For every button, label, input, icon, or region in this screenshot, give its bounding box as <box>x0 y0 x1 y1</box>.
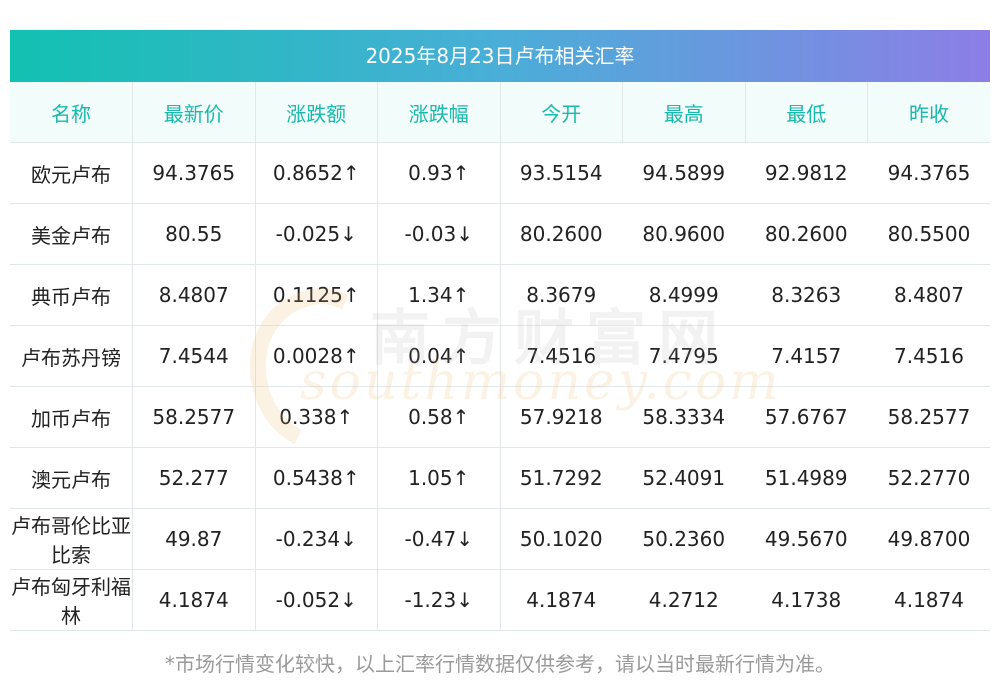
cell-low: 80.2600 <box>744 203 868 265</box>
cell-prev: 52.2770 <box>867 447 990 509</box>
cell-pct: 0.04↑ <box>377 325 500 387</box>
table-row: 典币卢布 8.4807 0.1125↑ 1.34↑ 8.3679 8.4999 8.3263… <box>10 264 990 326</box>
cell-low: 49.5670 <box>744 508 868 570</box>
cell-last: 52.277 <box>132 447 255 509</box>
cell-last: 58.2577 <box>132 386 255 448</box>
table-row: 澳元卢布 52.277 0.5438↑ 1.05↑ 51.7292 52.4091 51.4… <box>10 447 990 509</box>
table-header-row: 名称 最新价 涨跌额 涨跌幅 今开 最高 最低 昨收 <box>10 82 990 143</box>
cell-prev: 8.4807 <box>867 264 990 326</box>
table-row: 卢布匈牙利福林 4.1874 -0.052↓ -1.23↓ 4.1874 4.2712 4.… <box>10 569 990 631</box>
cell-change: 0.8652↑ <box>254 142 378 204</box>
cell-pct: 0.93↑ <box>377 142 500 204</box>
cell-last: 94.3765 <box>132 142 255 204</box>
header-open: 今开 <box>499 82 623 143</box>
cell-open: 4.1874 <box>499 569 623 631</box>
cell-pct: -1.23↓ <box>377 569 500 631</box>
cell-last: 80.55 <box>132 203 255 265</box>
cell-change: 0.5438↑ <box>254 447 378 509</box>
table-row: 美金卢布 80.55 -0.025↓ -0.03↓ 80.2600 80.9600 80.2… <box>10 203 990 265</box>
cell-prev: 80.5500 <box>867 203 990 265</box>
cell-high: 58.3334 <box>622 386 745 448</box>
cell-prev: 94.3765 <box>867 142 990 204</box>
cell-name: 卢布匈牙利福林 <box>10 569 133 631</box>
cell-high: 7.4795 <box>622 325 745 387</box>
cell-open: 57.9218 <box>499 386 623 448</box>
cell-name: 卢布苏丹镑 <box>10 325 133 387</box>
cell-name: 美金卢布 <box>10 203 133 265</box>
header-last: 最新价 <box>132 82 255 143</box>
cell-name: 欧元卢布 <box>10 142 133 204</box>
cell-low: 92.9812 <box>744 142 868 204</box>
cell-open: 51.7292 <box>499 447 623 509</box>
cell-prev: 7.4516 <box>867 325 990 387</box>
header-change: 涨跌额 <box>254 82 378 143</box>
cell-high: 4.2712 <box>622 569 745 631</box>
cell-high: 94.5899 <box>622 142 745 204</box>
cell-prev: 4.1874 <box>867 569 990 631</box>
cell-last: 49.87 <box>132 508 255 570</box>
cell-name: 加币卢布 <box>10 386 133 448</box>
header-low: 最低 <box>744 82 868 143</box>
cell-open: 50.1020 <box>499 508 623 570</box>
exchange-rate-table: 名称 最新价 涨跌额 涨跌幅 今开 最高 最低 昨收 欧元卢布 94.3765 0.… <box>10 82 990 631</box>
cell-change: 0.338↑ <box>254 386 378 448</box>
cell-name: 典币卢布 <box>10 264 133 326</box>
cell-open: 8.3679 <box>499 264 623 326</box>
cell-high: 50.2360 <box>622 508 745 570</box>
cell-high: 80.9600 <box>622 203 745 265</box>
cell-change: 0.0028↑ <box>254 325 378 387</box>
cell-open: 93.5154 <box>499 142 623 204</box>
cell-name: 澳元卢布 <box>10 447 133 509</box>
header-pct: 涨跌幅 <box>377 82 500 143</box>
cell-change: -0.234↓ <box>254 508 378 570</box>
header-name: 名称 <box>10 82 133 143</box>
cell-change: -0.025↓ <box>254 203 378 265</box>
footnote: *市场行情变化较快，以上汇率行情数据仅供参考，请以当时最新行情为准。 <box>165 652 835 676</box>
cell-pct: 1.05↑ <box>377 447 500 509</box>
cell-name: 卢布哥伦比亚比索 <box>10 508 133 570</box>
page-title: 2025年8月23日卢布相关汇率 <box>10 30 990 82</box>
cell-low: 8.3263 <box>744 264 868 326</box>
header-prev: 昨收 <box>867 82 990 143</box>
cell-last: 7.4544 <box>132 325 255 387</box>
cell-open: 80.2600 <box>499 203 623 265</box>
cell-pct: -0.03↓ <box>377 203 500 265</box>
table-row: 欧元卢布 94.3765 0.8652↑ 0.93↑ 93.5154 94.5899 92.… <box>10 142 990 204</box>
cell-low: 7.4157 <box>744 325 868 387</box>
cell-low: 57.6767 <box>744 386 868 448</box>
cell-last: 4.1874 <box>132 569 255 631</box>
cell-open: 7.4516 <box>499 325 623 387</box>
table-row: 卢布苏丹镑 7.4544 0.0028↑ 0.04↑ 7.4516 7.4795 7.415… <box>10 325 990 387</box>
table-row: 卢布哥伦比亚比索 49.87 -0.234↓ -0.47↓ 50.1020 50.2360… <box>10 508 990 570</box>
cell-pct: 0.58↑ <box>377 386 500 448</box>
cell-last: 8.4807 <box>132 264 255 326</box>
cell-high: 52.4091 <box>622 447 745 509</box>
cell-pct: 1.34↑ <box>377 264 500 326</box>
cell-prev: 58.2577 <box>867 386 990 448</box>
header-high: 最高 <box>622 82 745 143</box>
table-row: 加币卢布 58.2577 0.338↑ 0.58↑ 57.9218 58.3334 57.6… <box>10 386 990 448</box>
cell-change: 0.1125↑ <box>254 264 378 326</box>
cell-low: 4.1738 <box>744 569 868 631</box>
cell-high: 8.4999 <box>622 264 745 326</box>
cell-prev: 49.8700 <box>867 508 990 570</box>
cell-change: -0.052↓ <box>254 569 378 631</box>
cell-pct: -0.47↓ <box>377 508 500 570</box>
cell-low: 51.4989 <box>744 447 868 509</box>
